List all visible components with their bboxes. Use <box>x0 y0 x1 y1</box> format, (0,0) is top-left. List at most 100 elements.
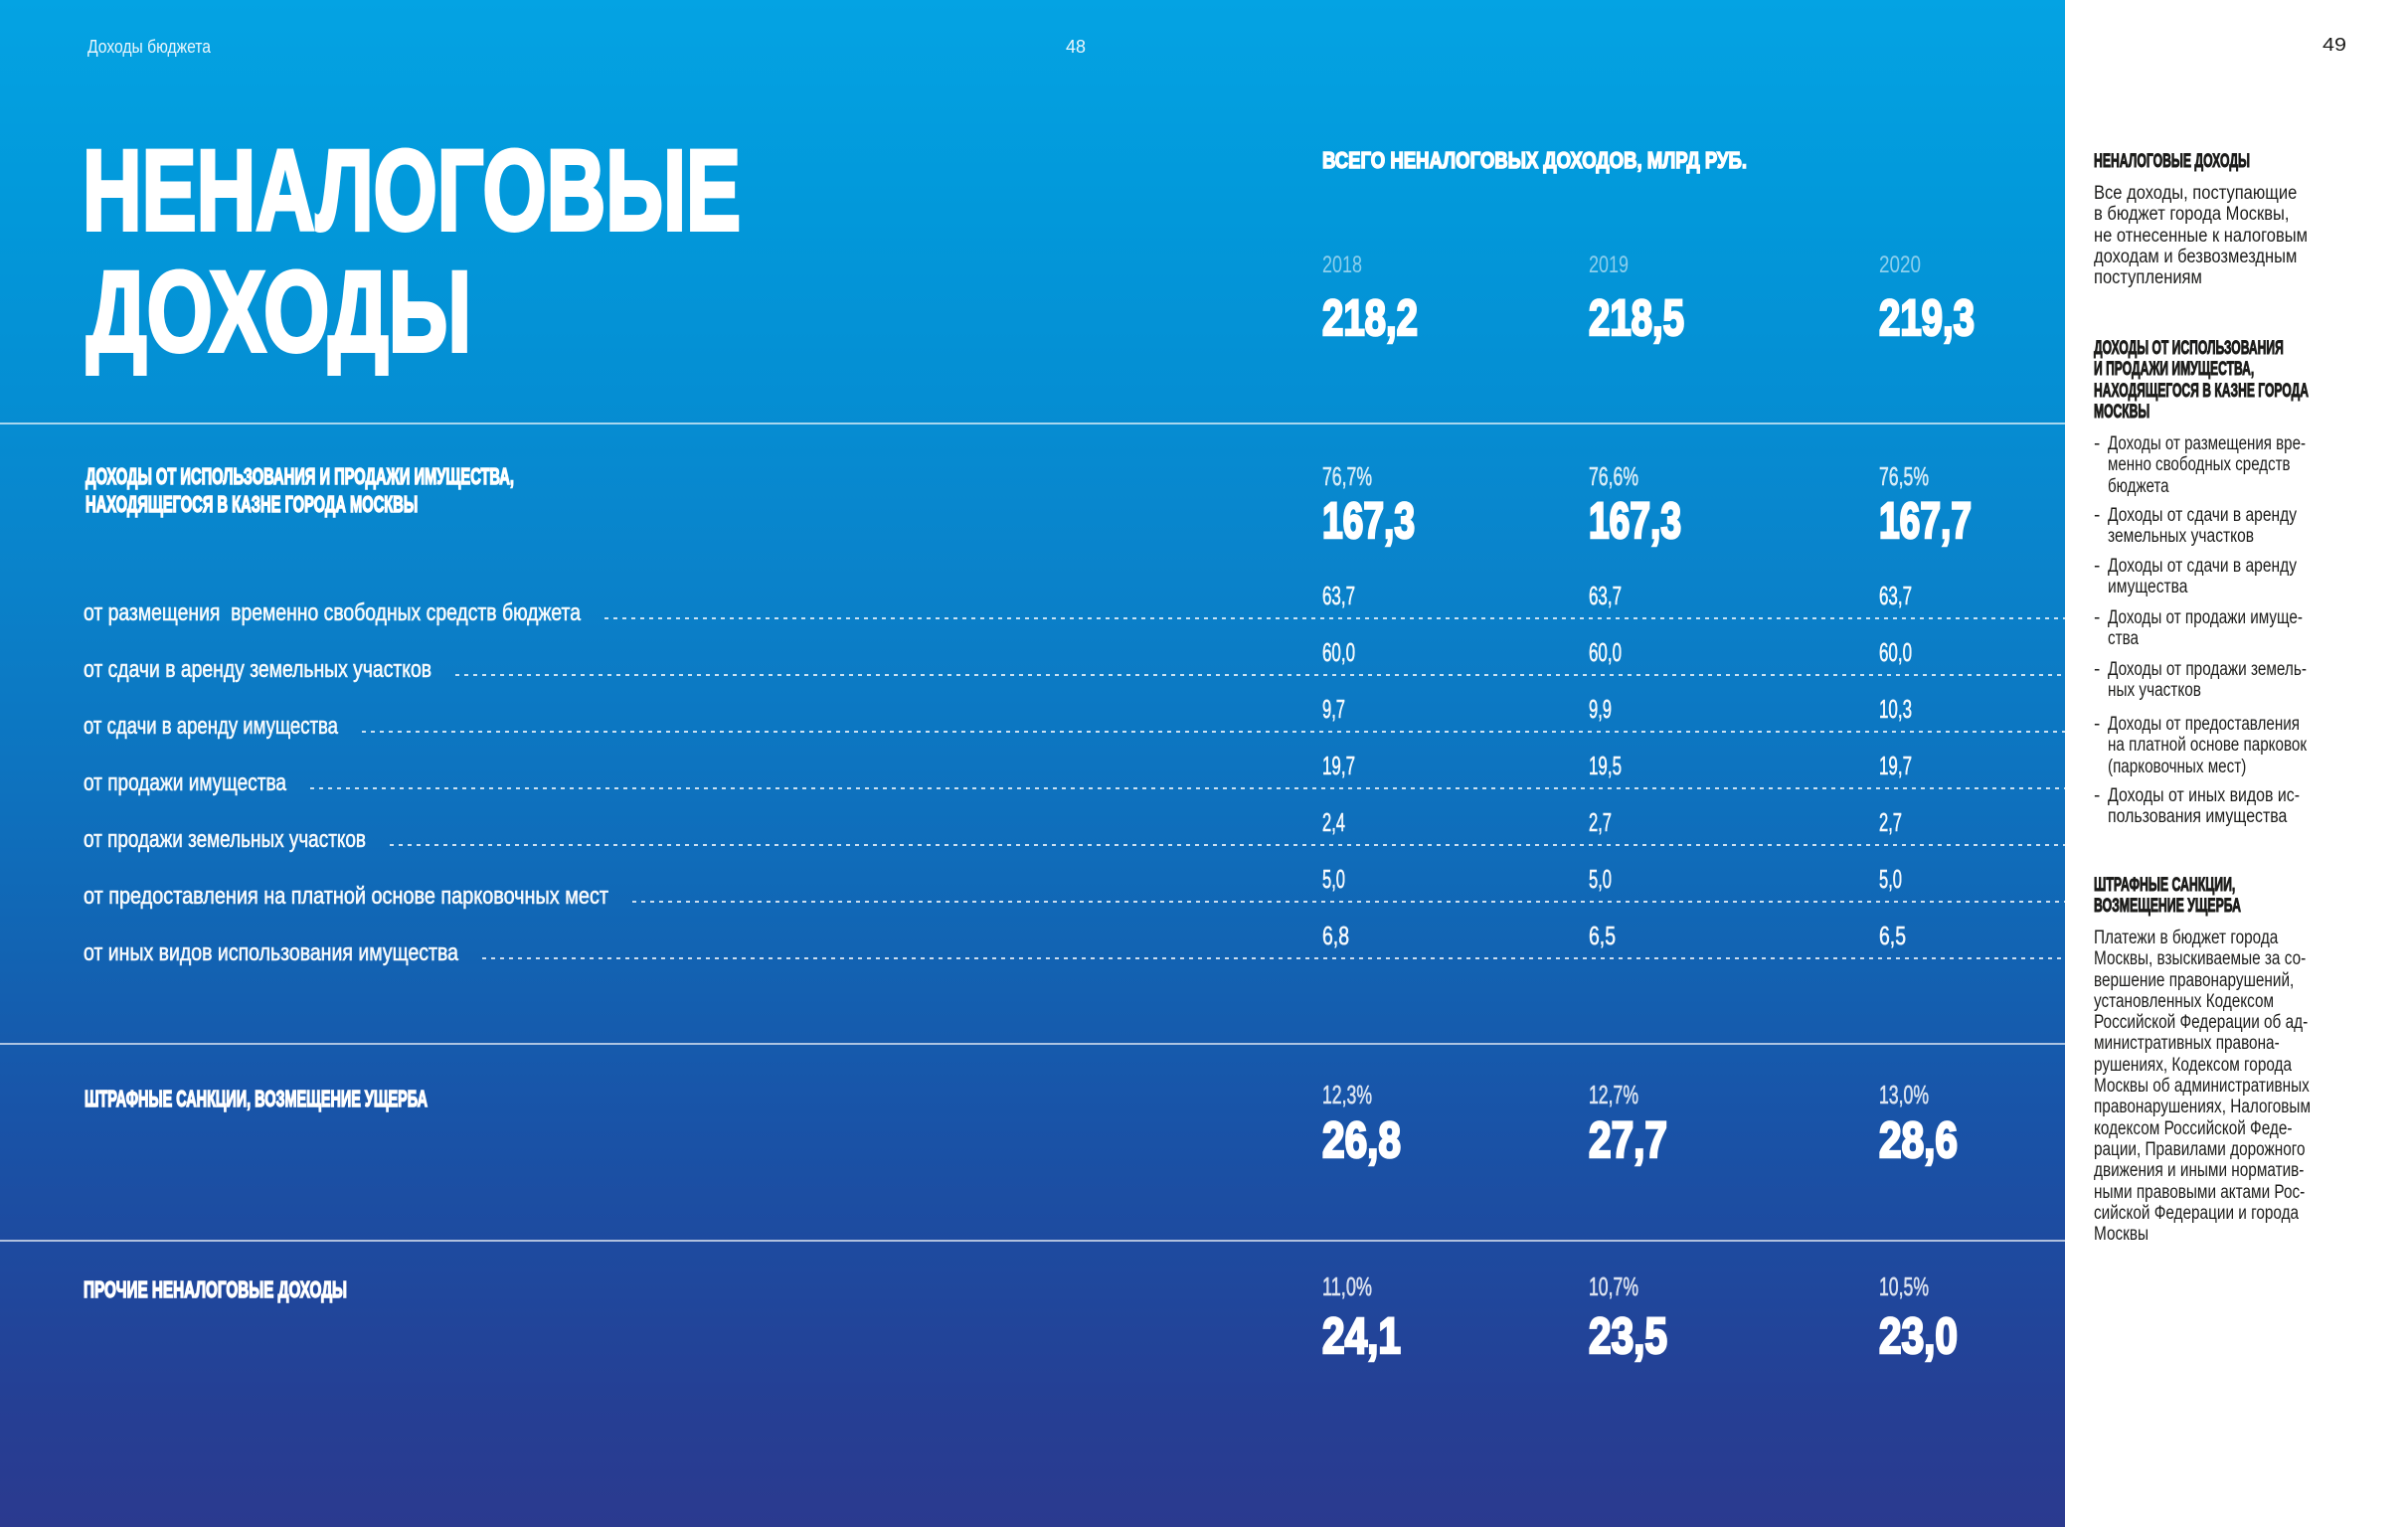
section1-value-2020: 167,7 <box>1878 492 2006 549</box>
page-title-line1: НЕНАЛОГОВЫЕ <box>82 127 1000 254</box>
panel-sections-0-rows-4-values-1-text: 2,7 <box>1589 807 1612 837</box>
sidebar-blocks-0-body-text: Все доходы, поступающие в бюджет города … <box>2094 183 2308 289</box>
row-2-value-2020: 60,0 <box>1879 637 1930 667</box>
bullet-dash-icon: - <box>2094 505 2101 526</box>
panel-sections-0-values-1-text: 167,3 <box>1588 492 1682 549</box>
section1-title-text: ДОХОДЫ ОТ ИСПОЛЬЗОВАНИЯ И ПРОДАЖИ ИМУЩЕС… <box>86 462 515 518</box>
panel-sections-0-rows-6-values-2-text: 6,5 <box>1879 921 1906 950</box>
panel-sections-0-rows-2-values-1-text: 9,9 <box>1589 694 1612 724</box>
dotted-leader-7 <box>482 957 2065 959</box>
page-title-line2-text: ДОХОДЫ <box>86 249 473 376</box>
row-4-value-2019: 19,5 <box>1589 753 1639 779</box>
bullet-1-text: Доходы от размещения вре- менно свободны… <box>2108 433 2357 497</box>
panel-totals-block-values-1-text: 218,5 <box>1588 289 1685 346</box>
panel-sections-0-rows-3-values-0-text: 19,7 <box>1322 751 1355 780</box>
bullet-4-text: Доходы от продажи имуще- ства <box>2108 607 2350 650</box>
panel-sections-0-rows-0-label-text: от размещения временно свободных средств… <box>84 599 581 626</box>
section2-value-2020: 28,6 <box>1878 1113 1978 1167</box>
panel-sections-0-rows-6-values-1-text: 6,5 <box>1589 921 1616 950</box>
panel-totals-block-values-0-text: 218,2 <box>1321 289 1419 346</box>
panel-sections-0-percents-1-text: 76,6% <box>1589 461 1638 491</box>
panel-sections-0-rows-1-label-text: от сдачи в аренду земельных участков <box>84 656 431 683</box>
bullet-1-marker: - <box>2094 433 2100 454</box>
panel-sections-0-rows-1-values-1-text: 60,0 <box>1589 637 1622 667</box>
row-1-value-2018: 63,7 <box>1322 581 1373 610</box>
table-row-3-label: от сдачи в аренду имущества <box>84 713 413 740</box>
sidebar-block1-heading: НЕНАЛОГОВЫЕ ДОХОДЫ <box>2094 150 2343 173</box>
section1-value-2018: 167,3 <box>1321 494 1450 548</box>
page-title-line1-text: НЕНАЛОГОВЫЕ <box>82 127 743 254</box>
row-5-value-2018: 2,4 <box>1322 809 1358 836</box>
sidebar-blocks-1-bullets-6-text: Доходы от иных видов ис- пользования иму… <box>2108 785 2300 828</box>
sidebar-blocks-1-bullets-1-text: Доходы от сдачи в аренду земельных участ… <box>2108 505 2297 548</box>
section1-pct-2020: 76,5% <box>1879 461 1953 491</box>
panel-sections-0-rows-5-values-0-text: 5,0 <box>1322 864 1345 894</box>
section2-title-text: ШТРАФНЫЕ САНКЦИИ, ВОЗМЕЩЕНИЕ УЩЕРБА <box>85 1086 429 1111</box>
page-number-left-text: 48 <box>1066 37 1086 57</box>
panel-sections-0-rows-2-label-text: от сдачи в аренду имущества <box>84 713 338 740</box>
row-6-value-2018: 5,0 <box>1322 864 1358 894</box>
sidebar-blocks-1-bullets-0-text: Доходы от размещения вре- менно свободны… <box>2108 433 2306 497</box>
panel-sections-0-rows-0-values-0-text: 63,7 <box>1322 581 1355 610</box>
section1-pct-2018: 76,7% <box>1322 461 1396 491</box>
section-divider-3 <box>0 1240 2065 1242</box>
sidebar-block2-heading: ДОХОДЫ ОТ ИСПОЛЬЗОВАНИЯ И ПРОДАЖИ ИМУЩЕС… <box>2094 337 2408 423</box>
row-7-value-2019: 6,5 <box>1589 921 1625 950</box>
row-3-value-2018: 9,7 <box>1322 694 1358 724</box>
panel-sections-1-percents-0-text: 12,3% <box>1322 1080 1372 1109</box>
panel-sections-0-rows-0-values-1-text: 63,7 <box>1589 581 1622 610</box>
page-title-line2: ДОХОДЫ <box>86 249 606 376</box>
panel-sections-0-percents-0-text: 76,7% <box>1322 461 1372 491</box>
dotted-leader-4 <box>310 787 2065 789</box>
year-label-2019: 2019 <box>1589 254 1641 277</box>
panel-totals-block-values-2-text: 219,3 <box>1878 289 1976 346</box>
bullet-6-marker: - <box>2094 714 2100 735</box>
panel-sections-0-percents-2-text: 76,5% <box>1879 461 1929 491</box>
row-3-value-2019: 9,9 <box>1589 694 1625 724</box>
section-divider-1 <box>0 423 2065 424</box>
table-row-6-label: от предоставления на платной основе парк… <box>84 883 718 910</box>
section3-title-text: ПРОЧИЕ НЕНАЛОГОВЫЕ ДОХОДЫ <box>84 1276 348 1302</box>
row-7-value-2018: 6,8 <box>1322 923 1358 949</box>
sidebar-blocks-2-heading-text: ШТРАФНЫЕ САНКЦИИ, ВОЗМЕЩЕНИЕ УЩЕРБА <box>2094 874 2242 918</box>
panel-sections-0-rows-5-values-1-text: 5,0 <box>1589 864 1612 894</box>
bullet-7-marker: - <box>2094 785 2100 806</box>
panel-sections-0-rows-1-values-2-text: 60,0 <box>1879 637 1912 667</box>
left-page-panel: Доходы бюджета 48 НЕНАЛОГОВЫЕ ДОХОДЫ ВСЕ… <box>0 0 2065 1527</box>
bullet-2-text: Доходы от сдачи в аренду земельных участ… <box>2108 505 2338 548</box>
sidebar-blocks-1-bullets-5-text: Доходы от предоставления на платной осно… <box>2108 714 2307 777</box>
panel-sections-0-rows-4-values-2-text: 2,7 <box>1879 807 1902 837</box>
panel-sections-1-percents-2-text: 13,0% <box>1879 1080 1929 1109</box>
section3-value-2018: 24,1 <box>1321 1309 1421 1363</box>
dotted-leader-3 <box>362 731 2065 733</box>
panel-sections-2-percents-0-text: 11,0% <box>1322 1272 1372 1301</box>
table-row-4-label: от продажи имущества <box>84 769 339 796</box>
row-1-value-2019: 63,7 <box>1589 581 1639 610</box>
section1-title: ДОХОДЫ ОТ ИСПОЛЬЗОВАНИЯ И ПРОДАЖИ ИМУЩЕС… <box>86 462 757 518</box>
sidebar-blocks-1-bullets-2-text: Доходы от сдачи в аренду имущества <box>2108 556 2297 598</box>
panel-sections-0-rows-2-values-2-text: 10,3 <box>1879 694 1912 724</box>
page-number-right: 49 <box>2322 36 2346 54</box>
section3-value-2019: 23,5 <box>1588 1307 1687 1364</box>
sidebar-blocks-2-body-text: Платежи в бюджет города Москвы, взыскива… <box>2094 928 2311 1246</box>
bullet-dash-icon: - <box>2094 659 2101 680</box>
row-4-value-2020: 19,7 <box>1879 753 1930 779</box>
row-6-value-2019: 5,0 <box>1589 864 1625 894</box>
panel-sections-0-rows-5-label-text: от предоставления на платной основе парк… <box>84 883 608 910</box>
row-3-value-2020: 10,3 <box>1879 694 1930 724</box>
year-label-2018: 2018 <box>1322 254 1375 277</box>
bullet-3-marker: - <box>2094 556 2100 577</box>
row-2-value-2019: 60,0 <box>1589 637 1639 667</box>
panel-sections-0-rows-2-values-0-text: 9,7 <box>1322 694 1345 724</box>
dotted-leader-1 <box>604 617 2065 619</box>
panel-sections-0-values-2-text: 167,7 <box>1878 492 1973 549</box>
section3-pct-2018: 11,0% <box>1322 1272 1394 1301</box>
section2-title: ШТРАФНЫЕ САНКЦИИ, ВОЗМЕЩЕНИЕ УЩЕРБА <box>85 1086 631 1111</box>
running-header-text: Доходы бюджета <box>87 37 211 57</box>
section3-pct-2019: 10,7% <box>1589 1273 1662 1300</box>
section2-value-2019: 27,7 <box>1588 1113 1687 1167</box>
panel-sections-2-values-1-text: 23,5 <box>1588 1307 1668 1364</box>
totals-heading: ВСЕГО НЕНАЛОГОВЫХ ДОХОДОВ, МЛРД РУБ. <box>1321 148 1848 173</box>
bullet-3-text: Доходы от сдачи в аренду имущества <box>2108 556 2338 598</box>
panel-sections-0-rows-3-label-text: от продажи имущества <box>84 769 286 796</box>
